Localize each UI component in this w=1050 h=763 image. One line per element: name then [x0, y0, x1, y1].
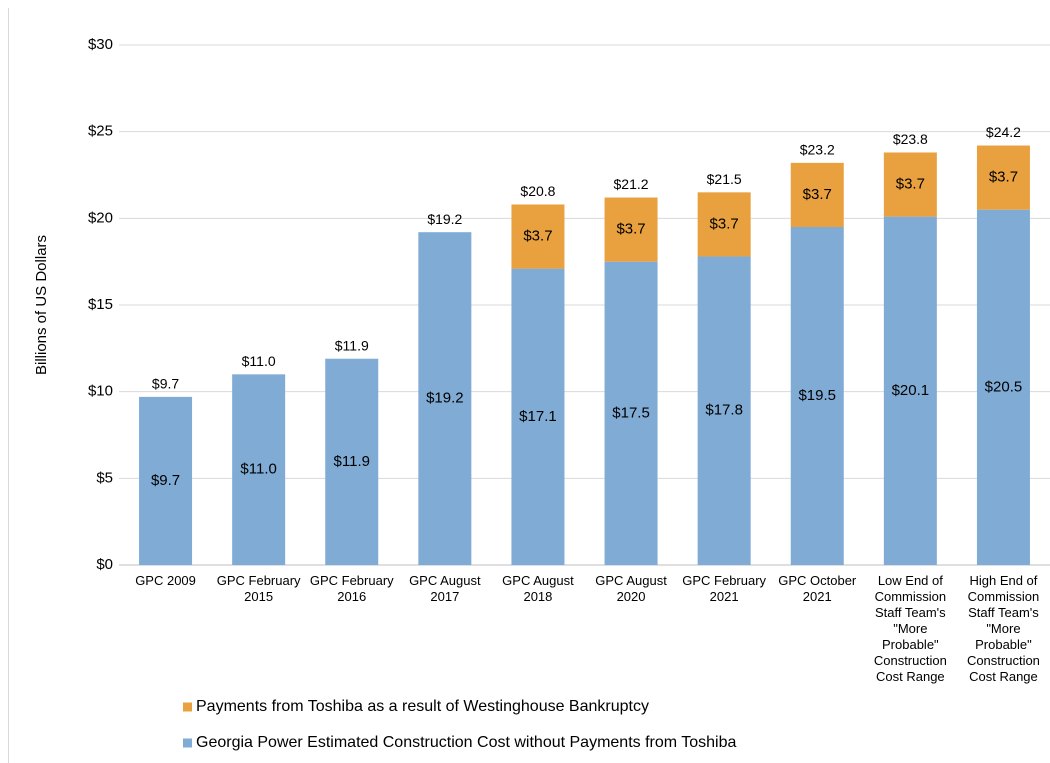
value-label: $11.9 [334, 453, 370, 470]
total-label: $11.9 [335, 337, 369, 353]
y-tick-label: $0 [96, 556, 113, 573]
total-label: $23.2 [800, 142, 835, 158]
total-label: $20.8 [520, 183, 555, 199]
value-label: $3.7 [803, 186, 832, 203]
bar-segment [790, 227, 844, 565]
value-label: $19.5 [798, 387, 836, 404]
x-tick-label: GPC 2009 [135, 573, 196, 588]
x-tick-label-box: High End of Commission Staff Team's "Mor… [966, 573, 1040, 684]
value-label: $20.1 [892, 382, 930, 399]
bar-segment [697, 192, 751, 257]
x-tick-label-box: GPC February 2016 [309, 573, 394, 604]
total-label: $23.8 [893, 131, 928, 147]
bar-segment [883, 216, 937, 565]
x-tick-label: GPC February 2021 [682, 573, 767, 604]
x-tick-label-box: GPC February 2021 [682, 573, 767, 604]
bar-segment [604, 197, 658, 262]
total-label: $9.7 [152, 376, 179, 392]
x-tick-label-box: GPC 2009 [135, 573, 196, 588]
y-axis-title: Billions of US Dollars [33, 235, 50, 375]
value-label: $17.1 [519, 408, 557, 425]
y-tick-label: $15 [88, 296, 113, 313]
bar-segment [232, 374, 286, 565]
legend-swatch [183, 738, 192, 748]
total-label: $21.2 [614, 176, 649, 192]
value-label: $3.7 [989, 169, 1018, 186]
x-tick-label: GPC February 2015 [216, 573, 301, 604]
value-label: $3.7 [523, 228, 552, 245]
value-label: $3.7 [896, 176, 925, 193]
bar-segment [790, 162, 844, 227]
value-label: $17.8 [705, 402, 743, 419]
x-tick-label-box: GPC August 2020 [595, 573, 667, 604]
total-label: $21.5 [707, 171, 742, 187]
bar-segment [697, 256, 751, 565]
x-tick-label: GPC February 2016 [309, 573, 394, 604]
bar-segment [511, 268, 565, 565]
bar-segment [511, 204, 565, 269]
x-tick-label: Low End of Commission Staff Team's "More… [873, 573, 947, 684]
y-tick-label: $10 [88, 383, 113, 400]
value-label: $9.7 [151, 472, 180, 489]
x-tick-label: GPC August 2017 [409, 573, 481, 604]
bar-segment [325, 358, 379, 565]
value-label: $20.5 [985, 378, 1023, 395]
total-label: $11.0 [242, 353, 276, 369]
value-label: $11.0 [240, 461, 276, 478]
legend-label: Payments from Toshiba as a result of Wes… [196, 698, 649, 715]
bar-segment [883, 152, 937, 217]
legend-swatch [183, 702, 192, 712]
x-tick-label-box: GPC August 2018 [502, 573, 574, 604]
bar-segment [604, 261, 658, 565]
value-label: $19.2 [426, 390, 464, 407]
bar-segment [418, 232, 472, 565]
value-label: $3.7 [710, 215, 739, 232]
x-tick-label-box: GPC October 2021 [778, 573, 857, 604]
bar-segment [976, 209, 1030, 565]
y-tick-label: $5 [96, 469, 113, 486]
y-tick-label: $20 [88, 209, 113, 226]
bar-segment [976, 145, 1030, 210]
x-tick-label: GPC August 2020 [595, 573, 667, 604]
x-tick-label: GPC August 2018 [502, 573, 574, 604]
legend-label: Georgia Power Estimated Construction Cos… [196, 734, 736, 751]
value-label: $17.5 [612, 404, 650, 421]
total-label: $24.2 [986, 124, 1021, 140]
x-tick-label-box: Low End of Commission Staff Team's "More… [873, 573, 947, 684]
x-tick-label: GPC October 2021 [778, 573, 857, 604]
y-tick-label: $25 [88, 123, 113, 140]
x-tick-label-box: GPC August 2017 [409, 573, 481, 604]
x-tick-label-box: GPC February 2015 [216, 573, 301, 604]
y-tick-label: $30 [88, 36, 113, 53]
x-tick-label: High End of Commission Staff Team's "Mor… [966, 573, 1040, 684]
value-label: $3.7 [616, 221, 645, 238]
bar-segment [139, 396, 193, 565]
total-label: $19.2 [427, 211, 462, 227]
